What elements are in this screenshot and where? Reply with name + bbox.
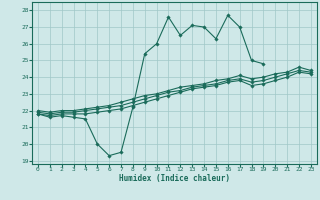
X-axis label: Humidex (Indice chaleur): Humidex (Indice chaleur) <box>119 174 230 183</box>
